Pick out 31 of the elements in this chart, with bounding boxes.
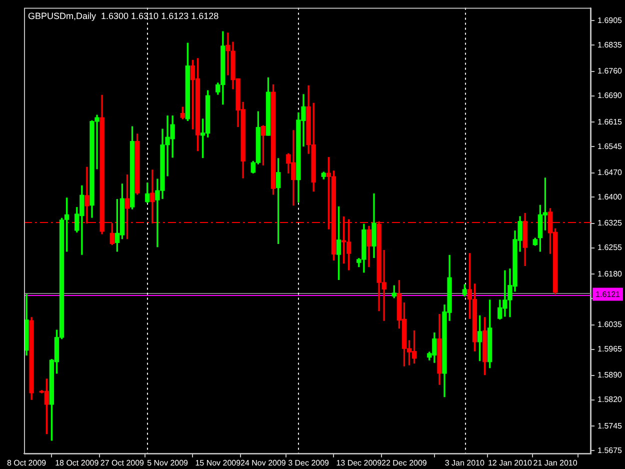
y-tick-label: 1.5890 — [598, 370, 623, 380]
x-tick-label: 3 Jan 2010 — [444, 458, 485, 468]
x-tick-label: 5 Nov 2009 — [147, 458, 189, 468]
x-tick-label: 15 Nov 2009 — [195, 458, 242, 468]
y-tick-label: 1.5675 — [598, 446, 623, 455]
y-tick-label: 1.6255 — [598, 243, 623, 252]
y-tick-label: 1.6325 — [598, 218, 623, 228]
y-tick-label: 1.6470 — [598, 168, 623, 177]
y-tick-label: 1.6835 — [598, 40, 623, 50]
y-tick-label: 1.6690 — [598, 91, 623, 100]
y-tick-label: 1.6180 — [598, 269, 623, 278]
x-tick-label: 3 Dec 2009 — [288, 458, 330, 468]
y-tick-label: 1.6400 — [598, 192, 623, 202]
y-tick-label: 1.6545 — [598, 142, 623, 151]
x-tick-label: 22 Dec 2009 — [382, 458, 428, 468]
x-tick-label: 24 Nov 2009 — [240, 458, 286, 468]
x-tick-label: 27 Oct 2009 — [100, 458, 145, 468]
y-tick-label: 1.6615 — [598, 117, 623, 126]
x-tick-label: 8 Oct 2009 — [6, 458, 47, 468]
y-tick-label: 1.5745 — [598, 421, 623, 430]
y-tick-label: 1.6905 — [598, 16, 623, 25]
y-tick-label: 1.5820 — [598, 395, 623, 404]
x-tick-label: 18 Oct 2009 — [55, 458, 100, 468]
x-tick-label: 21 Jan 2010 — [533, 458, 578, 468]
y-tick-label: 1.6760 — [598, 66, 623, 76]
y-tick-label: 1.5965 — [598, 344, 623, 354]
x-tick-label: 12 Jan 2010 — [488, 458, 533, 468]
y-tick-label: 1.6035 — [598, 320, 623, 329]
chart-title: GBPUSDm,Daily 1.6300 1.6310 1.6123 1.6128 — [28, 10, 219, 21]
ref-line-label: 1.6121 — [596, 290, 621, 299]
x-tick-label: 13 Dec 2009 — [336, 458, 382, 468]
